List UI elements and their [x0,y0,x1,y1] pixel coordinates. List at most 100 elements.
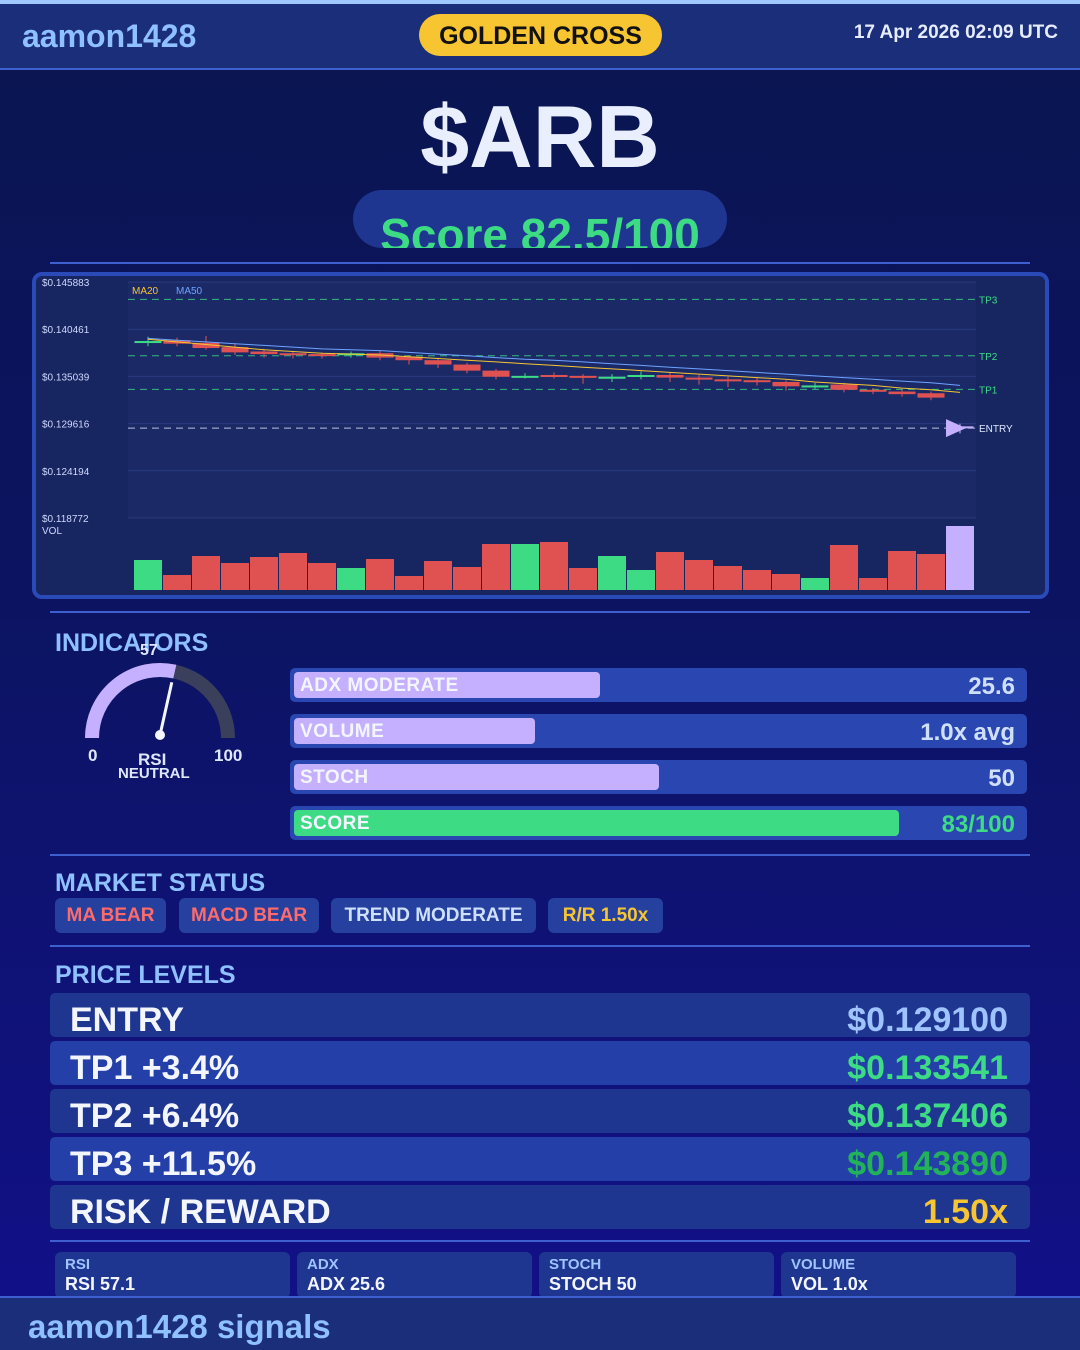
bar-label: VOLUME [300,721,385,742]
score-text: Score 82.5/100 [380,209,700,248]
volume-bar [801,578,829,590]
volume-bar [917,554,945,590]
bar-fill [294,718,535,744]
plot-area [128,282,976,518]
volume-bar [308,563,336,590]
entry-arrow-icon [946,419,966,438]
brand-name: aamon1428 [22,18,197,54]
rsi-name-label: RSI [138,750,167,769]
candle-body [308,354,336,357]
candle-body [830,384,858,390]
candle-body [714,379,742,382]
level-row-tp1: TP1 +3.4% $0.133541 [50,1041,1030,1087]
volume-bar [279,553,307,590]
rsi-value-label: 57 [140,642,158,659]
volume-bar [395,576,423,590]
volume-bar [685,560,713,590]
chip-macd-bear: MACD BEAR [179,898,319,933]
level-name: RISK / REWARD [70,1193,331,1231]
score-bar: SCORE 83/100 [290,806,1027,840]
volume-bar [424,561,452,590]
candle-body [511,375,539,378]
legend-ma50: MA50 [176,286,203,297]
mini-stat-stoch: STOCH STOCH 50 [539,1252,774,1298]
volume-bar [569,568,597,590]
level-name: TP3 +11.5% [70,1145,257,1183]
volume-bar: VOLUME 1.0x avg [290,714,1027,748]
volume-bar [366,559,394,590]
bar-label: ADX MODERATE [300,675,459,696]
signal-badge: GOLDEN CROSS [419,14,662,56]
volume-bar [656,552,684,590]
y-tick-label: $0.118772 [42,514,89,525]
volume-bar [743,570,771,590]
bar-label: STOCH [300,767,369,788]
volume-bar [714,566,742,590]
bar-value: 25.6 [968,673,1015,700]
mini-stat-key: VOLUME [791,1256,856,1273]
y-tick-label: $0.145883 [42,278,90,289]
candle-body [134,341,162,344]
volume-bar [859,578,887,590]
gauge-hub [155,730,165,740]
volume-bar [482,544,510,590]
chip-ma-bear: MA BEAR [55,898,166,933]
candle-body [888,391,916,395]
level-label-tp2: TP2 [979,352,998,363]
chip-trend-moderate: TREND MODERATE [331,898,536,933]
candle-body [540,374,568,377]
volume-bar [830,545,858,590]
stoch-bar: STOCH 50 [290,760,1027,794]
volume-bar [250,557,278,590]
y-tick-label: $0.129616 [42,420,90,431]
volume-bar [221,563,249,590]
divider [50,945,1030,947]
ma20-line [147,338,961,393]
volume-bar [134,560,162,590]
level-row-entry: ENTRY $0.129100 [50,993,1030,1039]
candle-body [859,389,887,392]
level-row-tp2: TP2 +6.4% $0.137406 [50,1089,1030,1135]
price-chart: $0.145883 $0.140461 $0.135039 $0.129616 $0.1… [32,272,1049,599]
candle-body [250,351,278,355]
y-tick-label: $0.140461 [42,325,90,336]
candle-body [685,377,713,380]
volume-bar [627,570,655,590]
level-name: TP1 +3.4% [70,1049,240,1087]
bar-fill [294,764,659,790]
level-value: 1.50x [922,1193,1008,1231]
rsi-gauge-dial [85,662,235,740]
ticker-symbol: $ARB [420,87,660,186]
footer-bar: aamon1428 signals [0,1296,1080,1350]
volume-bar [511,544,539,590]
level-name: TP2 +6.4% [70,1097,240,1135]
volume-bar [453,567,481,590]
divider [50,854,1030,856]
level-name: ENTRY [70,1001,184,1039]
mini-stat-key: RSI [65,1256,91,1273]
candle-body [424,360,452,365]
y-tick-label: $0.135039 [42,372,90,383]
bar-value: 50 [988,765,1015,792]
top-accent-line [0,0,1080,4]
level-label-entry: ENTRY [979,424,1013,435]
rsi-min-label: 0 [88,746,98,765]
y-tick-label: $0.124194 [42,467,90,478]
candle-body [279,353,307,356]
candle-body [482,370,510,377]
mini-stat-value: ADX 25.6 [307,1274,386,1294]
mini-stat-value: VOL 1.0x [791,1274,868,1294]
candle-body [192,342,220,349]
gauge-fill [85,662,177,739]
volume-bar [337,568,365,590]
volume-bar [772,574,800,590]
level-value: $0.133541 [847,1049,1008,1087]
level-row-tp3: TP3 +11.5% $0.143890 [50,1137,1030,1183]
rsi-max-label: 100 [214,746,243,765]
level-value: $0.143890 [847,1145,1008,1183]
rsi-gauge: 57 0 100 RSI NEUTRAL [82,642,252,790]
market-status-title: MARKET STATUS [55,869,266,897]
footer-brand: aamon1428 signals [28,1308,331,1345]
bar-fill [294,672,600,698]
bar-value: 1.0x avg [920,719,1015,746]
